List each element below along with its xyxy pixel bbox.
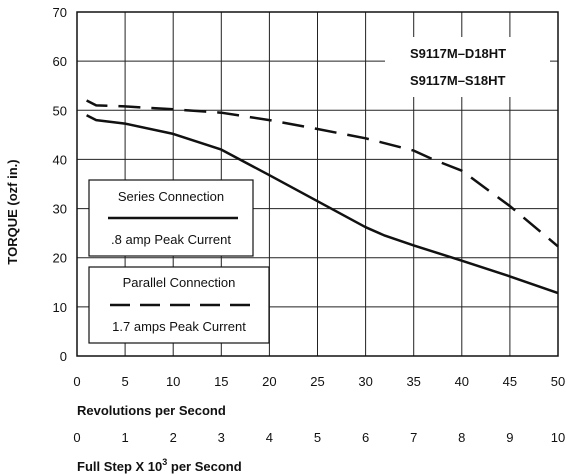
- x-tick-label: 25: [310, 374, 324, 389]
- y-tick-label: 60: [53, 54, 67, 69]
- x-tick-label: 20: [262, 374, 276, 389]
- x2-tick-label: 2: [170, 430, 177, 445]
- legend-parallel: Parallel Connection 1.7 amps Peak Curren…: [88, 266, 270, 344]
- y-tick-label: 70: [53, 5, 67, 20]
- x-axis-title: Revolutions per Second: [77, 403, 226, 418]
- x2-tick-label: 4: [266, 430, 273, 445]
- legend-series: Series Connection .8 amp Peak Current: [88, 179, 254, 257]
- y-axis-title: TORQUE (ozf in.): [5, 159, 20, 264]
- series-line-series: [86, 114, 559, 295]
- x-axis-ticks: 0 5 10 15 20 25 30 35 40 45 50: [73, 374, 565, 389]
- x2-axis-title: Full Step X 103 per Second: [77, 457, 242, 474]
- x-tick-label: 10: [166, 374, 180, 389]
- model-label-1: S9117M–D18HT: [410, 46, 506, 61]
- x2-axis-ticks: 0 1 2 3 4 5 6 7 8 9 10: [73, 430, 565, 445]
- x2-tick-label: 9: [506, 430, 513, 445]
- legend-series-sublabel: .8 amp Peak Current: [111, 232, 231, 247]
- x2-tick-label: 10: [551, 430, 565, 445]
- y-tick-label: 30: [53, 202, 67, 217]
- y-tick-label: 50: [53, 103, 67, 118]
- x-tick-label: 30: [358, 374, 372, 389]
- y-axis-ticks: 0 10 20 30 40 50 60 70: [53, 5, 67, 364]
- x2-tick-label: 0: [73, 430, 80, 445]
- legend-parallel-title: Parallel Connection: [123, 275, 236, 290]
- x2-tick-label: 3: [218, 430, 225, 445]
- series-line-parallel: [86, 99, 559, 248]
- x2-tick-label: 8: [458, 430, 465, 445]
- model-label-box: [385, 37, 550, 97]
- x-tick-label: 45: [503, 374, 517, 389]
- y-tick-label: 20: [53, 251, 67, 266]
- x2-tick-label: 1: [121, 430, 128, 445]
- x-tick-label: 0: [73, 374, 80, 389]
- legend-parallel-sublabel: 1.7 amps Peak Current: [112, 319, 246, 334]
- x2-axis-title-prefix: Full Step X 10: [77, 459, 162, 474]
- x-tick-label: 5: [121, 374, 128, 389]
- x2-tick-label: 7: [410, 430, 417, 445]
- x-tick-label: 35: [406, 374, 420, 389]
- x2-axis-title-suffix: per Second: [167, 459, 241, 474]
- series-lines: [86, 99, 559, 295]
- y-tick-label: 10: [53, 300, 67, 315]
- plot-area: [76, 11, 559, 357]
- x2-tick-label: 6: [362, 430, 369, 445]
- y-tick-label: 40: [53, 152, 67, 167]
- x-tick-label: 50: [551, 374, 565, 389]
- x-tick-label: 15: [214, 374, 228, 389]
- y-tick-label: 0: [60, 349, 67, 364]
- x-tick-label: 40: [455, 374, 469, 389]
- model-label-2: S9117M–S18HT: [410, 73, 505, 88]
- x2-tick-label: 5: [314, 430, 321, 445]
- legend-series-title: Series Connection: [118, 189, 224, 204]
- x2-axis-title-superscript: 3: [162, 457, 167, 467]
